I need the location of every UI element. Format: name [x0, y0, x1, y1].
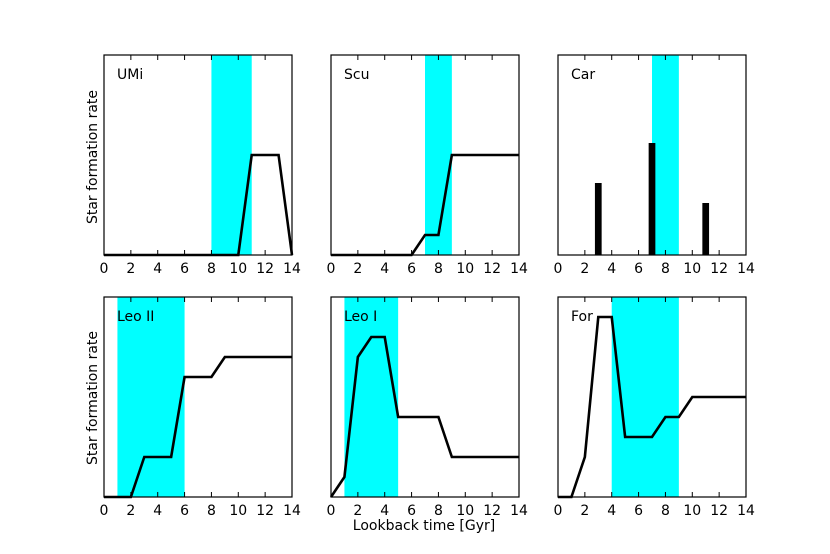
x-tick-label: 8	[661, 261, 670, 277]
highlight-band	[425, 55, 452, 255]
x-tick-label: 8	[207, 261, 216, 277]
x-tick-label: 8	[207, 503, 216, 519]
x-tick-label: 10	[456, 261, 474, 277]
sfh-bar-1	[595, 183, 602, 255]
x-tick-label: 14	[283, 503, 301, 519]
x-tick-label: 8	[434, 503, 443, 519]
x-tick-label: 6	[180, 503, 189, 519]
x-tick-label: 4	[607, 261, 616, 277]
x-tick-label: 8	[661, 503, 670, 519]
x-tick-label: 0	[327, 261, 336, 277]
panel-leo-i: 0 2 4 6 8 10 12 14 Leo I	[327, 297, 528, 519]
sfh-bar-2	[649, 143, 656, 255]
sfh-figure: 0 2 4 6 8 10 12 14 UMi 0 2 4 6 8 10 12 14 Scu 0 2 4 6 8 10 12 14 C…	[0, 0, 830, 554]
panel-title: Leo II	[117, 309, 154, 325]
x-axis-label: Lookback time [Gyr]	[353, 518, 495, 534]
sfh-bar-3	[702, 203, 709, 255]
y-axis-label-bottom: Star formation rate	[85, 331, 101, 465]
x-tick-label: 0	[554, 503, 563, 519]
sfh-line	[104, 155, 292, 255]
x-tick-label: 4	[607, 503, 616, 519]
x-tick-label: 14	[510, 503, 528, 519]
panel-leo-ii: 0 2 4 6 8 10 12 14 Leo II	[100, 297, 301, 519]
panels-group: 0 2 4 6 8 10 12 14 UMi 0 2 4 6 8 10 12 14 Scu 0 2 4 6 8 10 12 14 C…	[100, 55, 755, 519]
highlight-band	[652, 55, 679, 255]
highlight-band	[117, 297, 184, 497]
x-tick-label: 8	[434, 261, 443, 277]
highlight-band	[211, 55, 251, 255]
x-tick-label: 6	[634, 261, 643, 277]
x-tick-label: 2	[126, 261, 135, 277]
x-tick-label: 0	[554, 261, 563, 277]
x-tick-label: 6	[407, 503, 416, 519]
x-tick-label: 10	[229, 261, 247, 277]
x-tick-label: 2	[353, 503, 362, 519]
panel-umi: 0 2 4 6 8 10 12 14 UMi	[100, 55, 301, 277]
x-tick-label: 4	[153, 261, 162, 277]
x-tick-label: 12	[710, 261, 728, 277]
x-tick-label: 12	[483, 261, 501, 277]
x-tick-label: 4	[380, 503, 389, 519]
panel-title: For	[571, 309, 593, 325]
x-tick-label: 2	[126, 503, 135, 519]
x-tick-label: 4	[153, 503, 162, 519]
x-tick-label: 14	[283, 261, 301, 277]
x-tick-label: 10	[229, 503, 247, 519]
x-tick-label: 6	[180, 261, 189, 277]
x-tick-label: 12	[256, 503, 274, 519]
panel-title: Leo I	[344, 309, 377, 325]
panel-title: Car	[571, 67, 595, 83]
x-tick-label: 2	[353, 261, 362, 277]
y-axis-label-top: Star formation rate	[85, 90, 101, 224]
x-tick-label: 0	[100, 503, 109, 519]
x-tick-label: 10	[683, 261, 701, 277]
panel-scu: 0 2 4 6 8 10 12 14 Scu	[327, 55, 528, 277]
x-tick-label: 10	[456, 503, 474, 519]
panel-title: Scu	[344, 67, 369, 83]
panel-car: 0 2 4 6 8 10 12 14 Car	[554, 55, 755, 277]
x-tick-label: 12	[483, 503, 501, 519]
x-tick-label: 2	[580, 503, 589, 519]
x-tick-label: 12	[710, 503, 728, 519]
x-tick-label: 14	[510, 261, 528, 277]
x-tick-label: 2	[580, 261, 589, 277]
x-tick-label: 6	[407, 261, 416, 277]
x-tick-label: 4	[380, 261, 389, 277]
x-tick-label: 14	[737, 261, 755, 277]
x-tick-label: 10	[683, 503, 701, 519]
panel-for: 0 2 4 6 8 10 12 14 For	[554, 297, 755, 519]
x-tick-label: 14	[737, 503, 755, 519]
x-tick-label: 0	[100, 261, 109, 277]
x-tick-label: 12	[256, 261, 274, 277]
panel-title: UMi	[117, 67, 143, 83]
x-tick-label: 0	[327, 503, 336, 519]
x-tick-label: 6	[634, 503, 643, 519]
